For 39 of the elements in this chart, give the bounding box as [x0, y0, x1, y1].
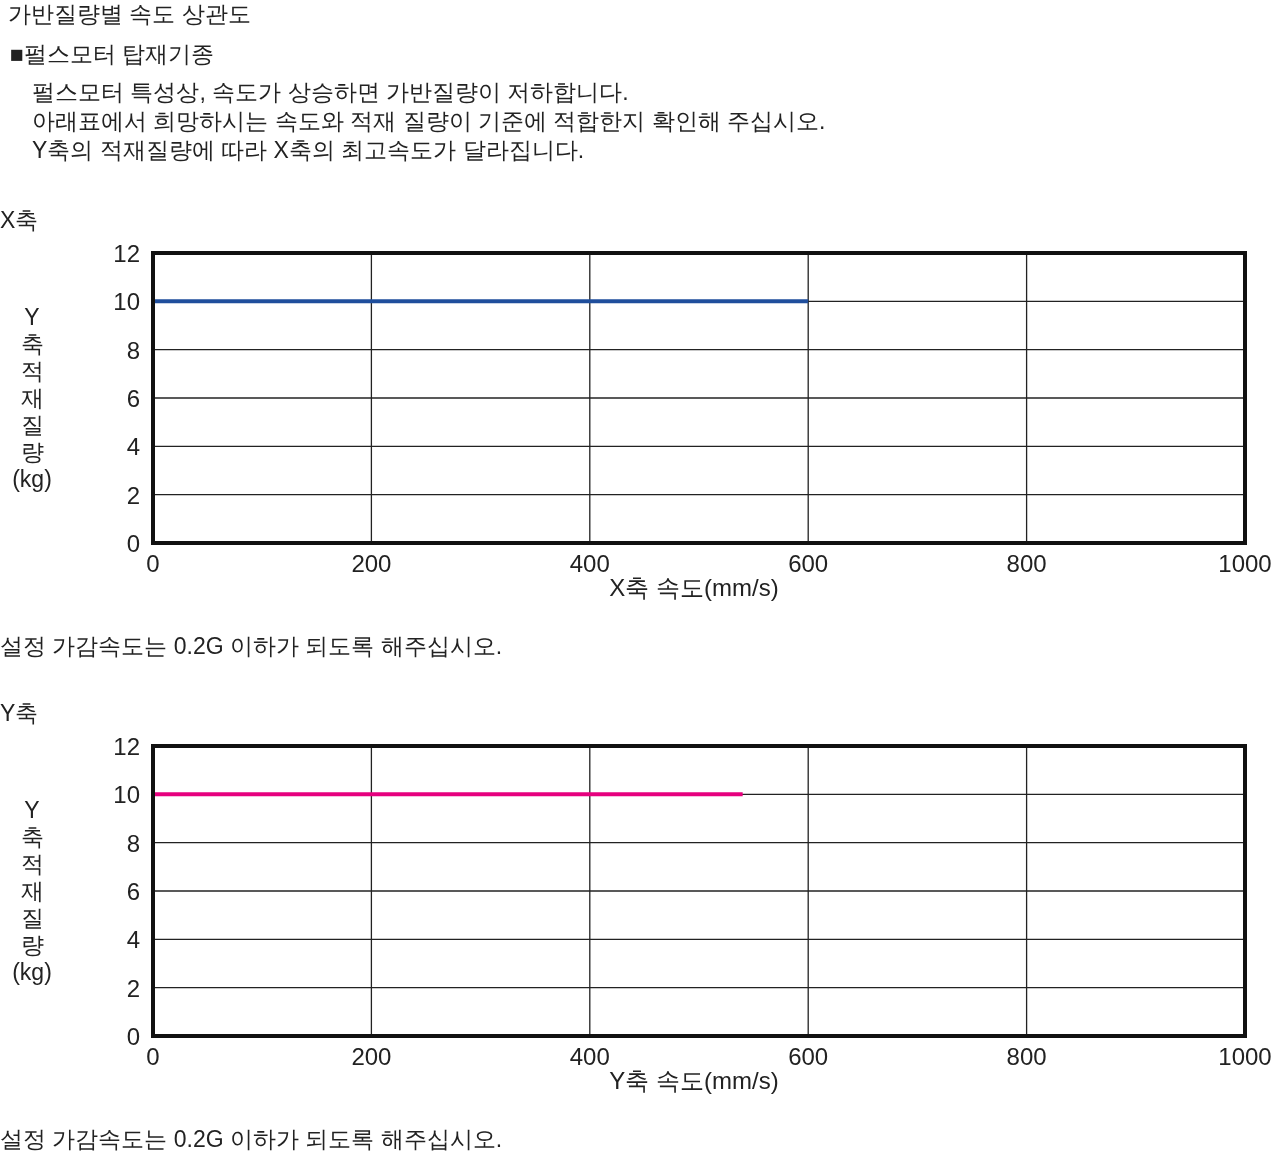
x-tick-label: 600: [788, 550, 829, 577]
chart-title: Y축: [0, 700, 39, 726]
text: 가반질량별 속도 상관도: [8, 1, 251, 27]
y-tick-label: 12: [113, 240, 140, 267]
x-tick-label: 400: [569, 550, 610, 577]
y-tick-label: 12: [113, 733, 140, 760]
y-tick-label: 8: [126, 829, 140, 857]
y-axis-title: Y축적재질량(kg): [12, 304, 52, 492]
text: ■펄스모터 탑재기종: [10, 41, 215, 67]
y-tick-label: 6: [126, 878, 140, 905]
x-tick-label: 1000: [1218, 550, 1272, 577]
y-tick-label: 10: [113, 288, 140, 316]
x-tick-label: 1000: [1218, 1043, 1272, 1070]
text: 펄스모터 특성상, 속도가 상승하면 가반질량이 저하합니다.: [32, 79, 629, 105]
chart-title: X축: [0, 207, 39, 233]
text: Y축의 적재질량에 따라 X축의 최고속도가 달라집니다.: [32, 137, 585, 163]
y-tick-label: 2: [126, 974, 140, 1002]
y-tick-label: 8: [126, 336, 140, 364]
x-axis-title: Y축 속도(mm/s): [609, 1067, 779, 1094]
y-tick-label: 0: [126, 530, 140, 557]
x-tick-label: 200: [351, 1043, 392, 1070]
x-tick-label: 800: [1006, 550, 1047, 577]
text: 설정 가감속도는 0.2G 이하가 되도록 해주십시오.: [0, 633, 503, 659]
x-tick-label: 0: [146, 550, 160, 577]
x-tick-label: 800: [1006, 1043, 1047, 1070]
x-tick-label: 200: [351, 550, 392, 577]
y-tick-label: 0: [126, 1023, 140, 1050]
x-tick-label: 0: [146, 1043, 160, 1070]
y-tick-label: 4: [126, 433, 140, 461]
y-tick-label: 10: [113, 781, 140, 809]
y-axis-title: Y축적재질량(kg): [12, 797, 52, 985]
y-tick-label: 2: [126, 481, 140, 509]
x-tick-label: 600: [788, 1043, 829, 1070]
x-axis-title: X축 속도(mm/s): [609, 574, 779, 601]
text: 아래표에서 희망하시는 속도와 적재 질량이 기준에 적합한지 확인해 주십시오.: [32, 108, 826, 134]
y-tick-label: 4: [126, 926, 140, 954]
y-tick-label: 6: [126, 385, 140, 412]
text: 설정 가감속도는 0.2G 이하가 되도록 해주십시오.: [0, 1126, 503, 1152]
x-tick-label: 400: [569, 1043, 610, 1070]
